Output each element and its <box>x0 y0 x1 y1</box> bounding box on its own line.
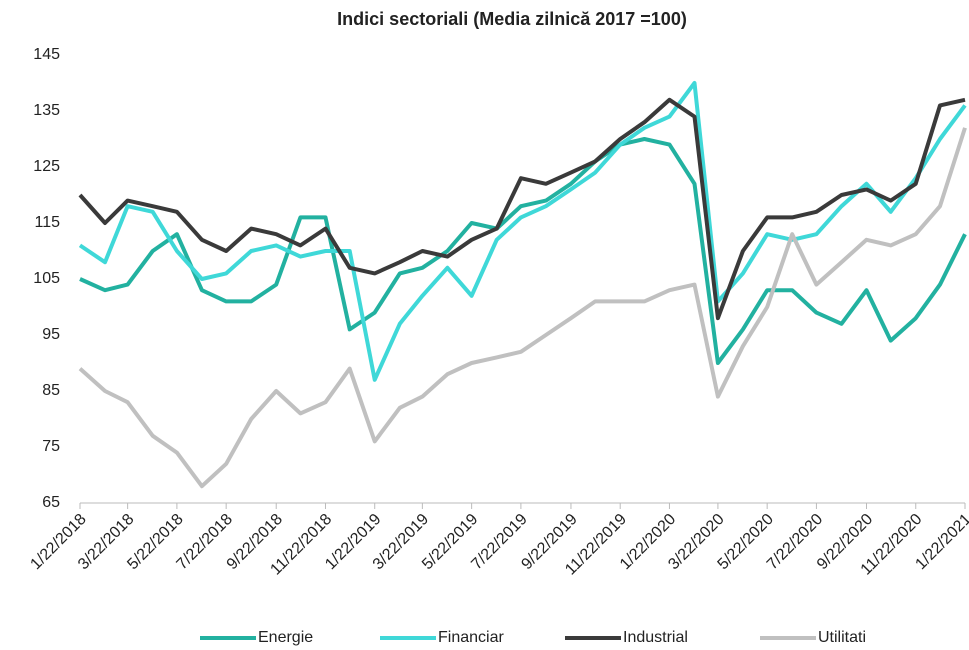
y-tick-label: 65 <box>42 494 60 511</box>
legend-label: Utilitati <box>818 629 866 646</box>
y-tick-label: 135 <box>33 102 60 119</box>
y-tick-label: 115 <box>34 214 60 231</box>
y-tick-label: 145 <box>33 46 60 63</box>
y-tick-label: 85 <box>42 382 60 399</box>
legend-label: Industrial <box>623 629 688 646</box>
y-tick-label: 95 <box>42 326 60 343</box>
legend-label: Energie <box>258 629 313 646</box>
chart-title: Indici sectoriali (Media zilnică 2017 =1… <box>337 9 687 29</box>
y-tick-label: 75 <box>42 438 60 455</box>
legend-label: Financiar <box>438 629 504 646</box>
series-line <box>78 127 967 489</box>
y-tick-label: 125 <box>33 158 60 175</box>
series-line <box>78 81 967 382</box>
series-line <box>78 97 966 321</box>
y-tick-label: 105 <box>33 270 60 287</box>
series-line <box>79 137 967 365</box>
